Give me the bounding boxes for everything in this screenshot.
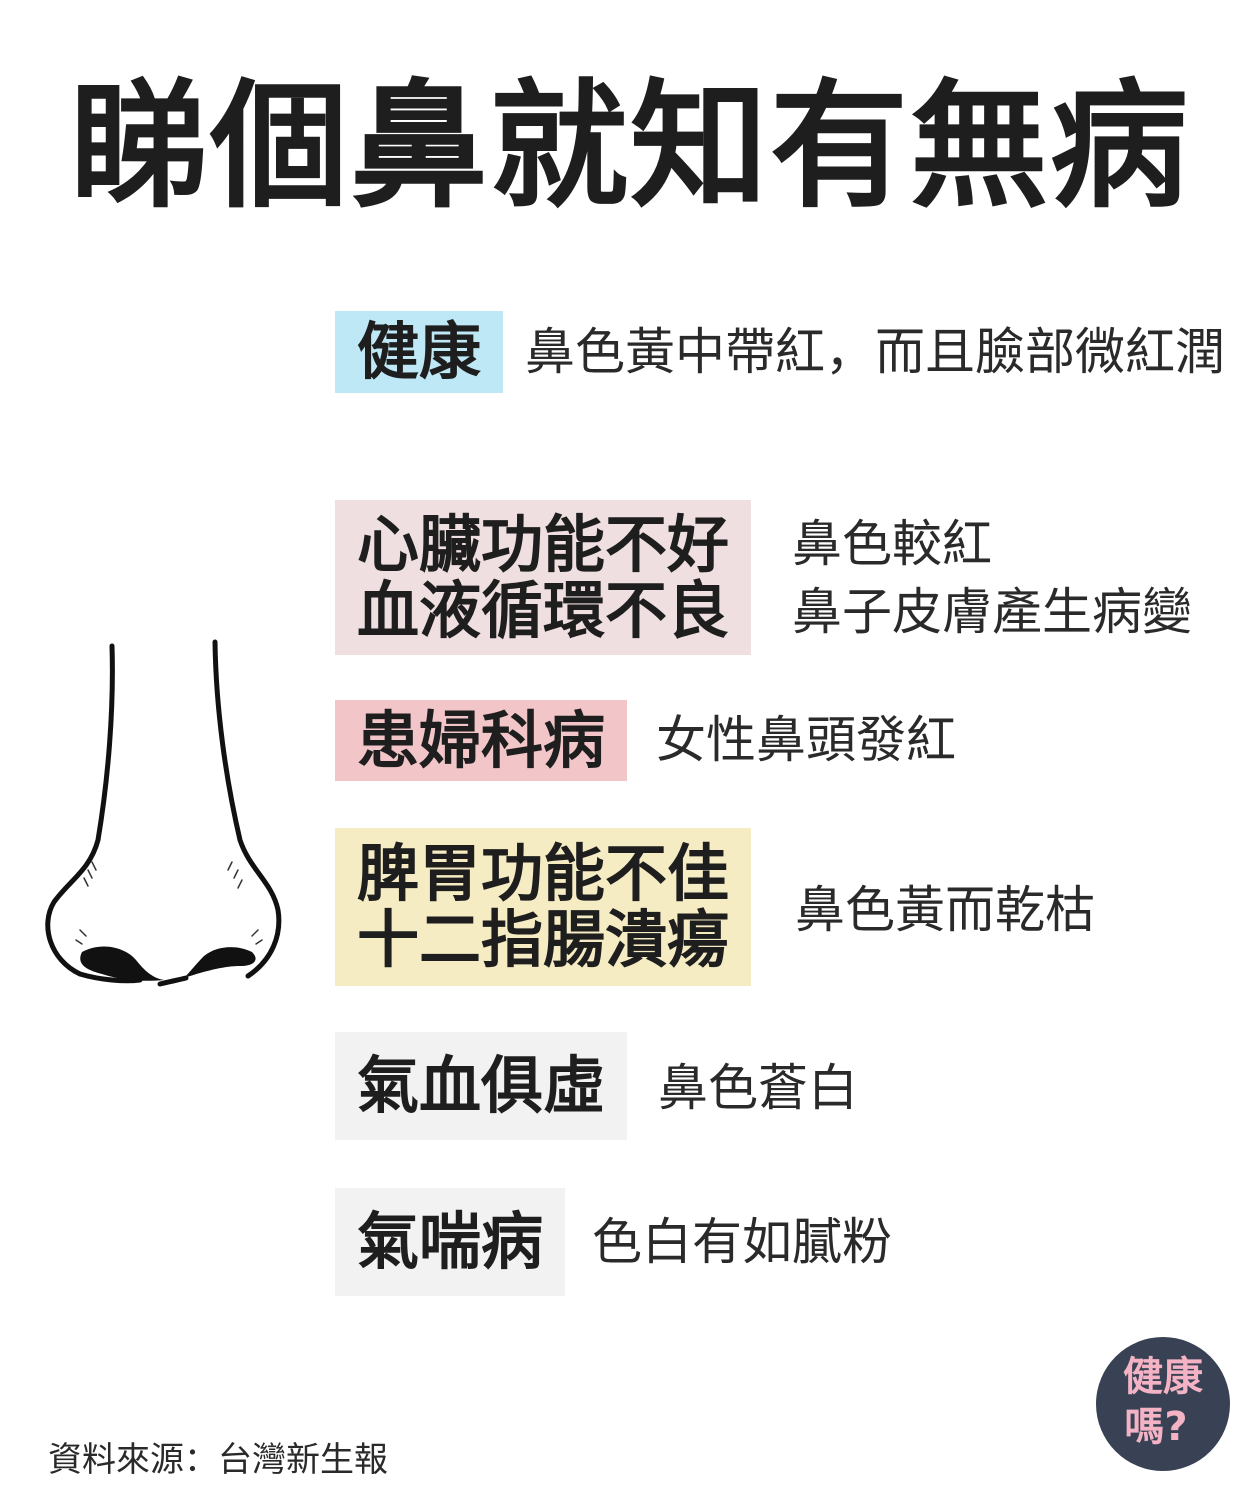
label-line: 健康 — [357, 315, 482, 388]
nose-icon — [45, 639, 282, 987]
label-line: 脾胃功能不佳 — [357, 837, 730, 910]
label-stomach: 脾胃功能不佳 十二指腸潰瘍 — [335, 828, 752, 986]
label-asthma: 氣喘病 — [335, 1188, 566, 1296]
label-heart: 心臟功能不好 血液循環不良 — [335, 500, 752, 655]
page-title: 睇個鼻就知有無病 — [69, 66, 1190, 227]
description-qi-blood: 鼻色蒼白 — [658, 1059, 858, 1117]
source-note: 資料來源：台灣新生報 — [48, 1440, 388, 1480]
brand-logo: 健康 嗎? — [1096, 1337, 1230, 1471]
description-heart-1: 鼻色較紅 — [792, 515, 992, 573]
label-gynecology: 患婦科病 — [335, 700, 628, 781]
label-line: 十二指腸潰瘍 — [357, 903, 730, 976]
description-healthy: 鼻色黃中帶紅，而且臉部微紅潤 — [525, 323, 1225, 381]
label-line: 血液循環不良 — [357, 573, 730, 647]
label-line: 患婦科病 — [357, 703, 606, 777]
logo-line-1: 健康 — [1123, 1354, 1203, 1400]
description-gynecology: 女性鼻頭發紅 — [656, 711, 956, 769]
description-stomach: 鼻色黃而乾枯 — [795, 881, 1095, 939]
label-line: 心臟功能不好 — [357, 507, 730, 581]
label-line: 氣喘病 — [357, 1205, 544, 1278]
description-heart-2: 鼻子皮膚產生病變 — [792, 583, 1192, 641]
label-line: 氣血俱虛 — [357, 1049, 606, 1122]
label-healthy: 健康 — [335, 311, 504, 393]
label-qi-blood: 氣血俱虛 — [335, 1032, 628, 1140]
logo-line-2: 嗎? — [1124, 1404, 1188, 1450]
description-asthma: 色白有如膩粉 — [592, 1213, 892, 1271]
